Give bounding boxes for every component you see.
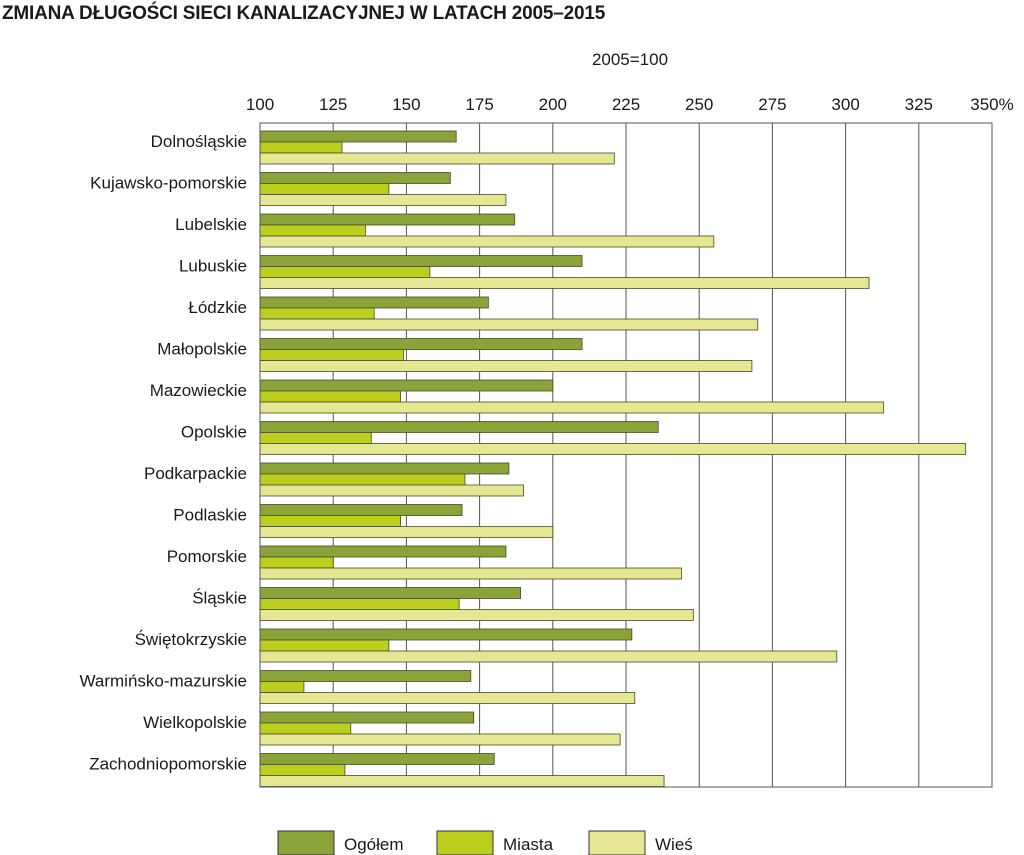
- legend-label: Wieś: [655, 835, 693, 854]
- bar-wieś: [259, 609, 694, 621]
- bar-miasta: [259, 141, 343, 154]
- bar-ogółem: [259, 711, 475, 724]
- category-label: Lubuskie: [179, 257, 247, 276]
- category-label: Podlaskie: [173, 506, 247, 525]
- bar-wieś: [259, 733, 621, 746]
- x-tick-label: 250: [685, 95, 713, 114]
- chart-subtitle: 2005=100: [591, 50, 669, 69]
- bar-ogółem: [259, 255, 583, 267]
- category-label: Wielkopolskie: [143, 713, 247, 732]
- bar-miasta: [259, 349, 404, 361]
- category-label: Zachodniopomorskie: [89, 755, 247, 774]
- bar-miasta: [259, 432, 372, 444]
- bar-wieś: [259, 401, 885, 414]
- category-label: Kujawsko-pomorskie: [90, 174, 247, 193]
- bar-wieś: [259, 318, 759, 331]
- x-tick-label: 100: [246, 95, 274, 114]
- x-tick-label: 150: [392, 95, 420, 114]
- x-tick-label: 200: [539, 95, 567, 114]
- category-label: Mazowieckie: [150, 381, 247, 400]
- bar-ogółem: [259, 379, 554, 392]
- bar-miasta: [259, 224, 366, 237]
- x-tick-labels: 100 125 150 175 200 225 250 275 300 325 350%: [246, 95, 1014, 114]
- bar-ogółem: [259, 338, 583, 350]
- category-label: Dolnośląskie: [151, 132, 247, 151]
- category-label: Lubelskie: [175, 215, 247, 234]
- bar-miasta: [259, 515, 401, 527]
- category-label: Małopolskie: [157, 340, 247, 359]
- category-label: Podkarpackie: [144, 464, 247, 483]
- category-label: Warmińsko-mazurskie: [79, 672, 247, 691]
- bar-ogółem: [259, 504, 463, 516]
- category-labels: Dolnośląskie Kujawsko-pomorskie Lubelskie L…: [79, 132, 247, 774]
- category-label: Śląskie: [192, 589, 247, 608]
- x-tick-label: 275: [758, 95, 786, 114]
- bar-miasta: [259, 390, 401, 403]
- x-tick-label: 125: [319, 95, 347, 114]
- bar-miasta: [259, 473, 466, 486]
- bars: [259, 130, 967, 787]
- legend-label: Ogółem: [344, 835, 404, 854]
- plot-frame: [259, 122, 993, 788]
- bar-miasta: [259, 722, 352, 735]
- bar-wieś: [259, 235, 715, 248]
- legend-label: Miasta: [503, 835, 554, 854]
- bar-wieś: [259, 484, 524, 497]
- bar-miasta: [259, 681, 305, 693]
- bar-ogółem: [259, 172, 451, 184]
- bar-miasta: [259, 307, 375, 320]
- bar-ogółem: [259, 213, 516, 226]
- category-label: Pomorskie: [167, 547, 247, 566]
- legend-swatch: [277, 830, 335, 855]
- chart-title: ZMIANA DŁUGOŚCI SIECI KANALIZACYJNEJ W L…: [2, 3, 606, 24]
- bar-wieś: [259, 567, 683, 580]
- bar-ogółem: [259, 130, 457, 143]
- bar-ogółem: [259, 545, 507, 558]
- bar-miasta: [259, 639, 390, 652]
- legend-swatch: [436, 830, 494, 855]
- bar-ogółem: [259, 462, 510, 475]
- x-tick-label: 225: [612, 95, 640, 114]
- bar-wieś: [259, 526, 554, 538]
- bar-wieś: [259, 692, 636, 704]
- bar-miasta: [259, 556, 334, 569]
- bar-wieś: [259, 650, 838, 663]
- category-label: Łódzkie: [188, 298, 247, 317]
- bar-wieś: [259, 194, 507, 206]
- category-label: Świętokrzyskie: [135, 630, 247, 649]
- bar-miasta: [259, 266, 431, 278]
- bar-ogółem: [259, 296, 489, 309]
- bar-ogółem: [259, 421, 659, 433]
- x-tick-label: 325: [905, 95, 933, 114]
- bar-wieś: [259, 443, 967, 455]
- bar-ogółem: [259, 670, 472, 682]
- x-tick-label: 300: [831, 95, 859, 114]
- legend-swatch: [588, 830, 646, 855]
- x-tick-label: 175: [465, 95, 493, 114]
- bar-wieś: [259, 152, 615, 165]
- bar-miasta: [259, 183, 390, 195]
- bar-miasta: [259, 598, 460, 610]
- bar-wieś: [259, 360, 753, 372]
- legend: Ogółem Miasta Wieś: [277, 830, 693, 855]
- bar-ogółem: [259, 587, 521, 599]
- bar-wieś: [259, 277, 870, 289]
- bar-ogółem: [259, 628, 633, 641]
- bar-wieś: [259, 775, 665, 787]
- bar-ogółem: [259, 753, 495, 765]
- bar-miasta: [259, 764, 346, 776]
- category-label: Opolskie: [181, 423, 247, 442]
- x-tick-label: 350%: [970, 95, 1013, 114]
